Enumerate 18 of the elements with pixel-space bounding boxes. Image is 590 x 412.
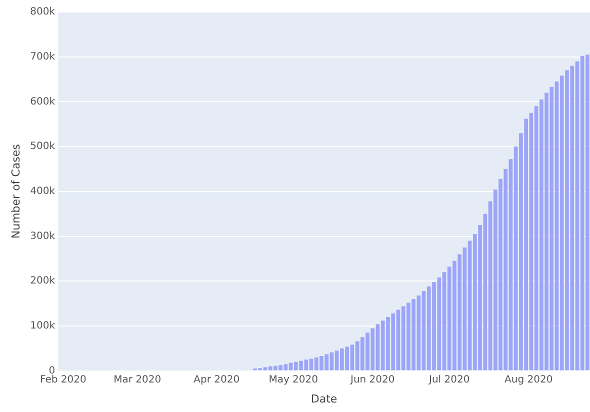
x-tick-label: Apr 2020 [194,374,240,386]
y-tick-label: 300k [30,230,56,242]
y-axis-title: Number of Cases [9,144,22,239]
y-tick-label: 800k [30,6,56,18]
y-tick-label: 400k [30,186,56,197]
y-tick-label: 100k [30,320,56,332]
x-tick-label: Jun 2020 [349,374,395,386]
x-tick-label: Feb 2020 [40,374,86,386]
y-tick-label: 600k [30,96,56,108]
x-tick-label: May 2020 [268,374,318,386]
x-axis-title: Date [310,392,338,406]
y-tick-label: 700k [30,51,56,62]
x-tick-label: Mar 2020 [114,374,162,386]
y-tick-label: 500k [30,141,56,152]
y-tick-label: 200k [30,276,56,287]
x-tick-label: Jul 2020 [428,374,470,386]
x-tick-label: Aug 2020 [504,374,553,386]
y-tick-label: 0 [48,365,56,376]
